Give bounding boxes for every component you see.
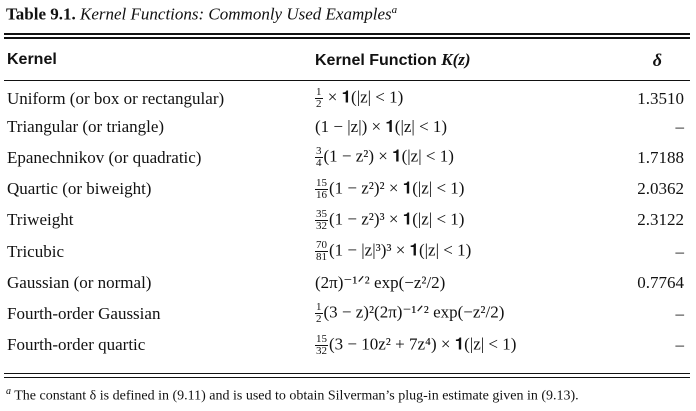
- kernel-expression: (3 − z)²(2π)⁻¹ᐟ² exp(−z²/2): [323, 302, 505, 322]
- table-row: Quartic (or biweight) 15 16 (1 − z²)² × 𝟏(|…: [4, 174, 690, 205]
- coefficient-fraction: 35 32: [315, 207, 328, 232]
- fraction-denominator: 2: [316, 313, 322, 326]
- fraction-denominator: 16: [316, 188, 327, 201]
- kernel-function-cell: 35 32 (1 − z²)³ × 𝟏(|z| < 1): [315, 205, 635, 236]
- footnote-text: The constant δ is defined in (9.11) and …: [11, 388, 579, 404]
- header-kernel: Kernel: [7, 51, 57, 68]
- kernel-name-cell: Fourth-order Gaussian: [7, 303, 161, 323]
- fraction-numerator: 3: [315, 145, 323, 159]
- fraction-numerator: 70: [315, 239, 328, 253]
- kernel-function-cell: 1 2 (3 − z)²(2π)⁻¹ᐟ² exp(−z²/2): [315, 298, 635, 329]
- fraction-numerator: 15: [315, 332, 328, 346]
- table-row: Fourth-order Gaussian 1 2 (3 − z)²(2π)⁻¹ᐟ² …: [4, 298, 690, 329]
- top-rule-double: [4, 37, 690, 39]
- table-row: Fourth-order quartic 15 32 (3 − 10z² + 7z⁴)…: [4, 330, 690, 361]
- fraction-denominator: 2: [316, 98, 322, 111]
- kernel-name-cell: Uniform (or box or rectangular): [7, 88, 225, 108]
- table-row: Triweight 35 32 (1 − z²)³ × 𝟏(|z| < 1) 2.312…: [4, 205, 690, 236]
- header-delta: δ: [652, 49, 662, 70]
- kernel-name-cell: Tricubic: [7, 241, 64, 261]
- kernel-expression: (2π)⁻¹ᐟ² exp(−z²/2): [315, 272, 446, 292]
- kernel-expression: (1 − |z|³)³ × 𝟏(|z| < 1): [329, 240, 472, 260]
- delta-value-cell: 2.3122: [637, 210, 684, 230]
- header-kernel-function: Kernel Function K(z): [315, 40, 635, 80]
- kernel-expression: (1 − z²)² × 𝟏(|z| < 1): [329, 178, 465, 198]
- kernel-name-cell: Epanechnikov (or quadratic): [7, 147, 202, 167]
- table-row: Gaussian (or normal) (2π)⁻¹ᐟ² exp(−z²/2) 0…: [4, 267, 690, 298]
- kernel-function-cell: 70 81 (1 − |z|³)³ × 𝟏(|z| < 1): [315, 236, 635, 267]
- table-row: Tricubic 70 81 (1 − |z|³)³ × 𝟏(|z| < 1) –: [4, 236, 690, 267]
- header-function-symbol: K(z): [441, 50, 471, 69]
- table-body: Uniform (or box or rectangular) 1 2 × 𝟏(|z…: [4, 80, 690, 361]
- table-row: Uniform (or box or rectangular) 1 2 × 𝟏(|z…: [4, 80, 690, 111]
- delta-value-cell: 1.3510: [637, 88, 684, 108]
- table-row: Epanechnikov (or quadratic) 3 4 (1 − z²) × …: [4, 142, 690, 173]
- kernel-function-cell: 15 32 (3 − 10z² + 7z⁴) × 𝟏(|z| < 1): [315, 330, 635, 361]
- footnote: a The constant δ is defined in (9.11) an…: [6, 386, 579, 405]
- header-rule: [4, 80, 690, 82]
- kernel-name-cell: Triweight: [7, 210, 74, 230]
- fraction-numerator: 15: [315, 176, 328, 190]
- kernel-name-cell: Gaussian (or normal): [7, 272, 152, 292]
- kernel-function-cell: (2π)⁻¹ᐟ² exp(−z²/2): [315, 267, 635, 298]
- kernel-function-cell: 15 16 (1 − z²)² × 𝟏(|z| < 1): [315, 174, 635, 205]
- kernel-expression: (3 − 10z² + 7z⁴) × 𝟏(|z| < 1): [329, 334, 517, 353]
- fraction-numerator: 35: [315, 207, 328, 221]
- kernel-expression: (1 − z²)³ × 𝟏(|z| < 1): [329, 209, 465, 229]
- caption-footnote-marker: a: [391, 4, 398, 16]
- delta-value-cell: –: [675, 335, 685, 355]
- delta-value-cell: –: [675, 116, 685, 136]
- kernel-name-cell: Triangular (or triangle): [7, 116, 165, 136]
- delta-value-cell: –: [675, 241, 685, 261]
- header-function-prefix: Kernel Function: [315, 52, 442, 69]
- kernel-expression: (1 − z²) × 𝟏(|z| < 1): [323, 146, 454, 166]
- delta-value-cell: 0.7764: [637, 272, 684, 292]
- kernel-expression: × 𝟏(|z| < 1): [323, 87, 404, 107]
- fraction-denominator: 4: [316, 157, 322, 170]
- table-label: Table 9.1.: [6, 4, 76, 24]
- footnote-marker: a: [6, 386, 11, 397]
- table-title: Kernel Functions: Commonly Used Examples: [80, 4, 392, 24]
- coefficient-fraction: 70 81: [315, 240, 328, 263]
- kernel-name-cell: Fourth-order quartic: [7, 335, 146, 355]
- delta-value-cell: 1.7188: [637, 147, 684, 167]
- table-row: Triangular (or triangle) (1 − |z|) × 𝟏(|z…: [4, 111, 690, 142]
- fraction-denominator: 32: [316, 219, 327, 232]
- bottom-rule: [4, 373, 690, 375]
- coefficient-fraction: 15 32: [315, 332, 328, 357]
- fraction-numerator: 1: [315, 86, 323, 100]
- fraction-numerator: 1: [315, 301, 323, 315]
- delta-value-cell: –: [675, 303, 685, 323]
- header-row: Kernel Kernel Function K(z) δ: [4, 40, 690, 80]
- fraction-denominator: 81: [316, 251, 327, 264]
- kernel-function-cell: 3 4 (1 − z²) × 𝟏(|z| < 1): [315, 142, 635, 173]
- delta-value-cell: 2.0362: [637, 179, 684, 199]
- table-caption: Table 9.1. Kernel Functions: Commonly Us…: [6, 4, 397, 25]
- coefficient-fraction: 15 16: [315, 176, 328, 201]
- top-rule: [4, 33, 690, 35]
- kernel-function-cell: (1 − |z|) × 𝟏(|z| < 1): [315, 111, 635, 142]
- bottom-rule-double: [4, 377, 690, 379]
- kernel-name-cell: Quartic (or biweight): [7, 179, 152, 199]
- fraction-denominator: 32: [316, 344, 327, 357]
- kernel-expression: (1 − |z|) × 𝟏(|z| < 1): [315, 116, 448, 136]
- kernel-table: Kernel Kernel Function K(z) δ Uniform (o…: [4, 40, 690, 361]
